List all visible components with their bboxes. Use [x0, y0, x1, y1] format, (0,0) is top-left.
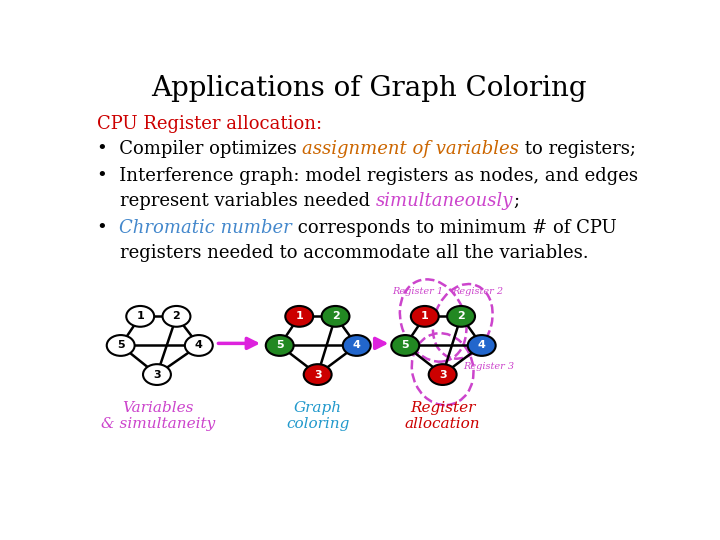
- Text: 3: 3: [314, 369, 321, 380]
- Circle shape: [428, 364, 456, 385]
- Text: 4: 4: [353, 340, 361, 350]
- Text: Register
allocation: Register allocation: [405, 401, 480, 431]
- Text: Graph
coloring: Graph coloring: [286, 401, 349, 431]
- Text: 5: 5: [117, 340, 125, 350]
- Circle shape: [468, 335, 495, 356]
- Circle shape: [107, 335, 135, 356]
- Text: 5: 5: [276, 340, 284, 350]
- Text: •  Interference graph: model registers as nodes, and edges: • Interference graph: model registers as…: [96, 167, 638, 185]
- Circle shape: [163, 306, 191, 327]
- Circle shape: [143, 364, 171, 385]
- Text: 2: 2: [173, 312, 181, 321]
- Text: represent variables needed: represent variables needed: [96, 192, 376, 210]
- Text: 1: 1: [136, 312, 144, 321]
- Text: 2: 2: [332, 312, 339, 321]
- Text: corresponds to minimum # of CPU: corresponds to minimum # of CPU: [292, 219, 616, 237]
- Text: 2: 2: [457, 312, 465, 321]
- Circle shape: [126, 306, 154, 327]
- Text: CPU Register allocation:: CPU Register allocation:: [96, 114, 322, 133]
- Circle shape: [411, 306, 438, 327]
- Text: Chromatic number: Chromatic number: [119, 219, 292, 237]
- Circle shape: [392, 335, 419, 356]
- Text: to registers;: to registers;: [519, 140, 636, 158]
- Text: simultaneously: simultaneously: [376, 192, 513, 210]
- Text: 3: 3: [153, 369, 161, 380]
- Text: •  Compiler optimizes: • Compiler optimizes: [96, 140, 302, 158]
- Text: ;: ;: [513, 192, 519, 210]
- Circle shape: [322, 306, 349, 327]
- Circle shape: [266, 335, 294, 356]
- Text: 5: 5: [402, 340, 409, 350]
- Text: assignment of variables: assignment of variables: [302, 140, 519, 158]
- Text: 1: 1: [421, 312, 428, 321]
- Text: Register 2: Register 2: [452, 287, 503, 296]
- Circle shape: [285, 306, 313, 327]
- Text: Register 3: Register 3: [464, 362, 515, 371]
- Text: 3: 3: [439, 369, 446, 380]
- Circle shape: [304, 364, 332, 385]
- Text: Variables
& simultaneity: Variables & simultaneity: [101, 401, 215, 431]
- Text: Register 1: Register 1: [392, 287, 444, 296]
- Text: Applications of Graph Coloring: Applications of Graph Coloring: [151, 75, 587, 102]
- Text: •: •: [96, 219, 119, 237]
- Text: 4: 4: [478, 340, 486, 350]
- Text: 1: 1: [295, 312, 303, 321]
- Text: registers needed to accommodate all the variables.: registers needed to accommodate all the …: [96, 244, 588, 261]
- Text: 4: 4: [195, 340, 203, 350]
- Circle shape: [185, 335, 213, 356]
- Circle shape: [343, 335, 371, 356]
- Circle shape: [447, 306, 475, 327]
